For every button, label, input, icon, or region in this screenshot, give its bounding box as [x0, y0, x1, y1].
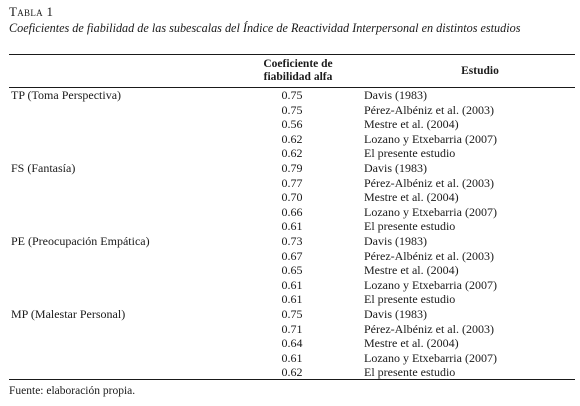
alpha-value: 0.79	[281, 161, 303, 175]
study-name: Pérez-Albéniz et al. (2003)	[364, 321, 494, 336]
alpha-value: 0.62	[281, 146, 303, 161]
study-name: Mestre et al. (2004)	[364, 263, 459, 278]
subscale-label: FS (Fantasía)	[11, 161, 76, 175]
study-name: Davis (1983)	[364, 161, 427, 175]
subscale-label: MP (Malestar Personal)	[11, 307, 126, 321]
table-row: 0.66 Lozano y Etxebarria (2007)	[0, 205, 580, 220]
table-row: 0.64 Mestre et al. (2004)	[0, 336, 580, 351]
alpha-value: 0.61	[281, 292, 303, 307]
table-top-rule	[9, 54, 575, 55]
alpha-value: 0.61	[281, 277, 303, 292]
study-name: El presente estudio	[364, 146, 456, 161]
table-bottom-rule	[9, 379, 575, 380]
study-name: Davis (1983)	[364, 234, 427, 248]
alpha-value: 0.70	[281, 190, 303, 205]
study-name: Mestre et al. (2004)	[364, 117, 459, 132]
table-number: Tabla 1	[9, 4, 54, 19]
alpha-value: 0.75	[281, 88, 303, 102]
table-footnote: Fuente: elaboración propia.	[9, 385, 136, 397]
alpha-value: 0.65	[281, 263, 303, 278]
alpha-value: 0.56	[281, 117, 303, 132]
study-name: Pérez-Albéniz et al. (2003)	[364, 175, 494, 190]
table-row: FS (Fantasía) 0.79 Davis (1983)	[0, 161, 580, 176]
table-row: 0.61 El presente estudio	[0, 219, 580, 234]
table-row: 0.61 Lozano y Etxebarria (2007)	[0, 351, 580, 366]
header-study: Estudio	[461, 65, 499, 77]
study-name: Mestre et al. (2004)	[364, 336, 459, 351]
alpha-value: 0.75	[281, 307, 303, 321]
table-row: 0.65 Mestre et al. (2004)	[0, 263, 580, 278]
alpha-value: 0.67	[281, 248, 303, 263]
study-name: Pérez-Albéniz et al. (2003)	[364, 248, 494, 263]
table-row: 0.70 Mestre et al. (2004)	[0, 190, 580, 205]
study-name: Davis (1983)	[364, 88, 427, 102]
alpha-value: 0.62	[281, 131, 303, 146]
table-row: 0.62 Lozano y Etxebarria (2007)	[0, 132, 580, 147]
table-caption: Coeficientes de fiabilidad de las subesc…	[9, 21, 521, 35]
table-row: MP (Malestar Personal) 0.75 Davis (1983)	[0, 307, 580, 322]
table-row: PE (Preocupación Empática) 0.73 Davis (198…	[0, 234, 580, 249]
alpha-value: 0.64	[281, 336, 303, 351]
header-coefficient-line2: fiabilidad alfa	[263, 71, 333, 83]
study-name: Mestre et al. (2004)	[364, 190, 459, 205]
header-coefficient-line1: Coeficiente de	[263, 58, 333, 70]
table-row: 0.62 El presente estudio	[0, 146, 580, 161]
table-row: 0.61 El presente estudio	[0, 292, 580, 307]
study-name: Pérez-Albéniz et al. (2003)	[364, 102, 494, 117]
study-name: Lozano y Etxebarria (2007)	[364, 131, 497, 146]
table-row: 0.75 Pérez-Albéniz et al. (2003)	[0, 103, 580, 118]
alpha-value: 0.75	[281, 102, 303, 117]
study-name: El presente estudio	[364, 365, 456, 380]
alpha-value: 0.62	[281, 365, 303, 380]
table-row: 0.67 Pérez-Albéniz et al. (2003)	[0, 249, 580, 264]
alpha-value: 0.77	[281, 175, 303, 190]
table-row: TP (Toma Perspectiva) 0.75 Davis (1983)	[0, 88, 580, 103]
table-row: 0.71 Pérez-Albéniz et al. (2003)	[0, 322, 580, 337]
alpha-value: 0.61	[281, 350, 303, 365]
alpha-value: 0.61	[281, 219, 303, 234]
table-row: 0.62 El presente estudio	[0, 365, 580, 380]
table-header-rule	[9, 87, 575, 88]
table-row: 0.77 Pérez-Albéniz et al. (2003)	[0, 176, 580, 191]
table-row: 0.61 Lozano y Etxebarria (2007)	[0, 278, 580, 293]
subscale-label: PE (Preocupación Empática)	[11, 234, 150, 248]
study-name: Lozano y Etxebarria (2007)	[364, 277, 497, 292]
header-coefficient: Coeficiente de fiabilidad alfa	[248, 58, 348, 84]
alpha-value: 0.73	[281, 234, 303, 248]
alpha-value: 0.66	[281, 204, 303, 219]
table-row: 0.56 Mestre et al. (2004)	[0, 117, 580, 132]
alpha-value: 0.71	[281, 321, 303, 336]
study-name: El presente estudio	[364, 292, 456, 307]
study-name: El presente estudio	[364, 219, 456, 234]
subscale-label: TP (Toma Perspectiva)	[11, 88, 122, 102]
study-name: Lozano y Etxebarria (2007)	[364, 204, 497, 219]
study-name: Lozano y Etxebarria (2007)	[364, 350, 497, 365]
study-name: Davis (1983)	[364, 307, 427, 321]
